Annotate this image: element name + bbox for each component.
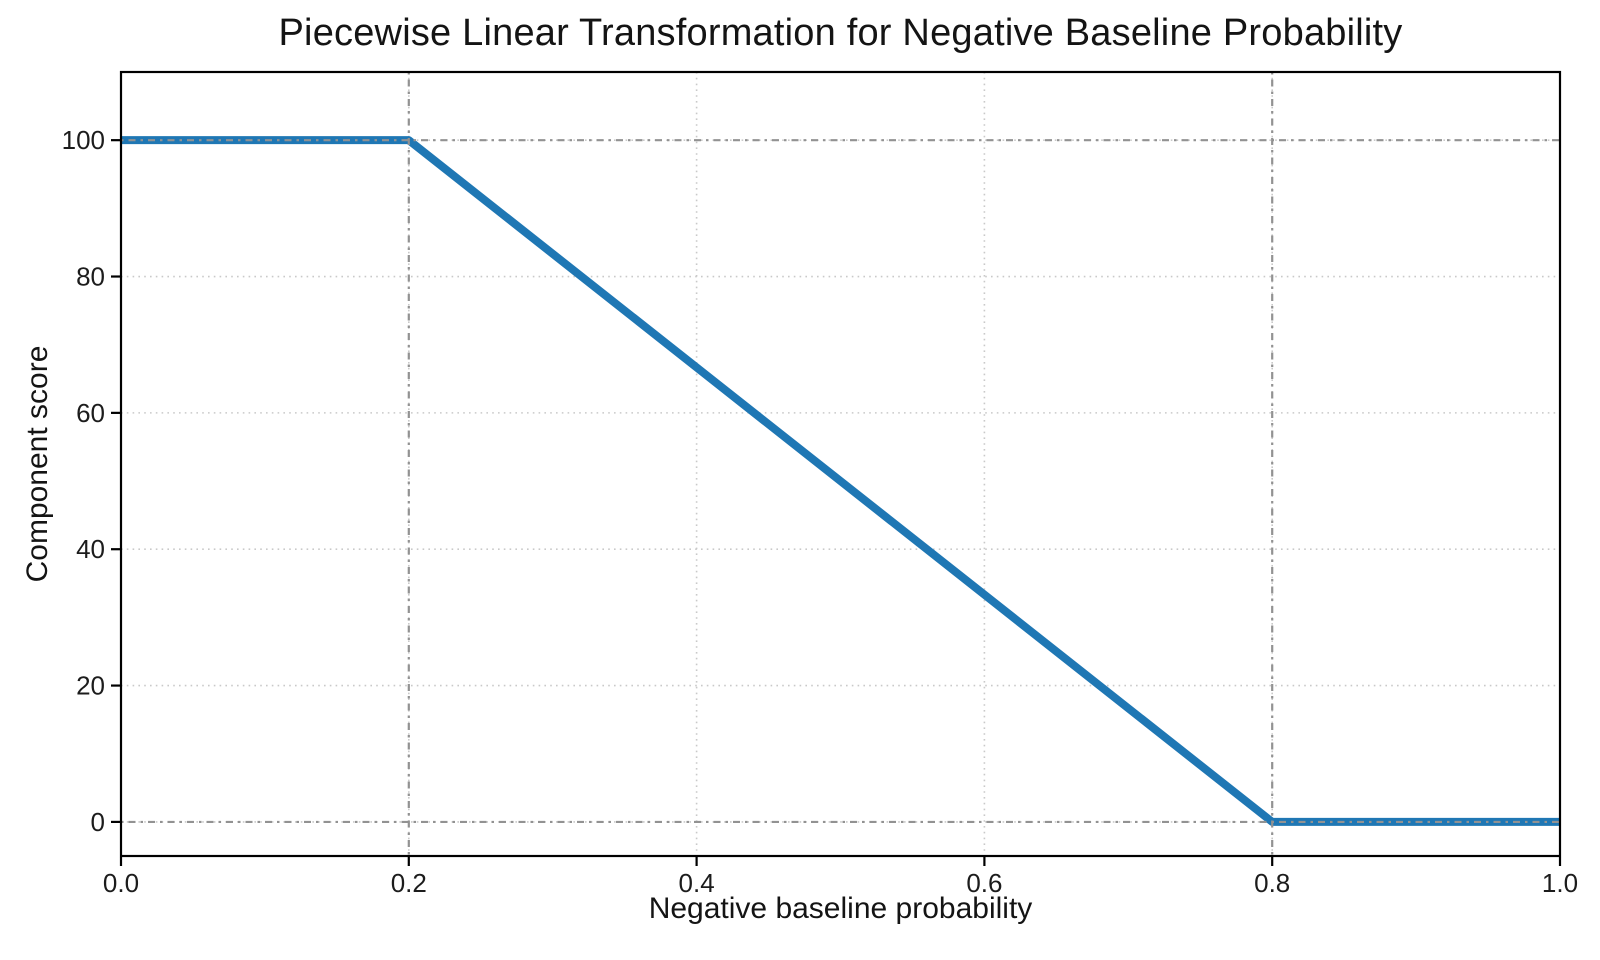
x-axis-label: Negative baseline probability — [648, 892, 1033, 925]
y-tick-label: 60 — [76, 398, 105, 428]
y-tick-label: 40 — [76, 534, 105, 564]
y-tick-label: 0 — [91, 807, 105, 837]
x-tick-label: 0.0 — [103, 868, 139, 898]
x-tick-label: 1.0 — [1542, 868, 1578, 898]
y-tick-label: 100 — [62, 125, 105, 155]
x-tick-label: 0.6 — [966, 868, 1002, 898]
data-line — [121, 136, 1560, 826]
axes-spines — [119, 70, 1562, 858]
x-tick-label: 0.2 — [391, 868, 427, 898]
x-tick-label: 0.4 — [679, 868, 715, 898]
chart-title: Piecewise Linear Transformation for Nega… — [278, 12, 1403, 54]
y-tick-label: 20 — [76, 671, 105, 701]
x-tick-label: 0.8 — [1254, 868, 1290, 898]
y-tick-label: 80 — [76, 262, 105, 292]
